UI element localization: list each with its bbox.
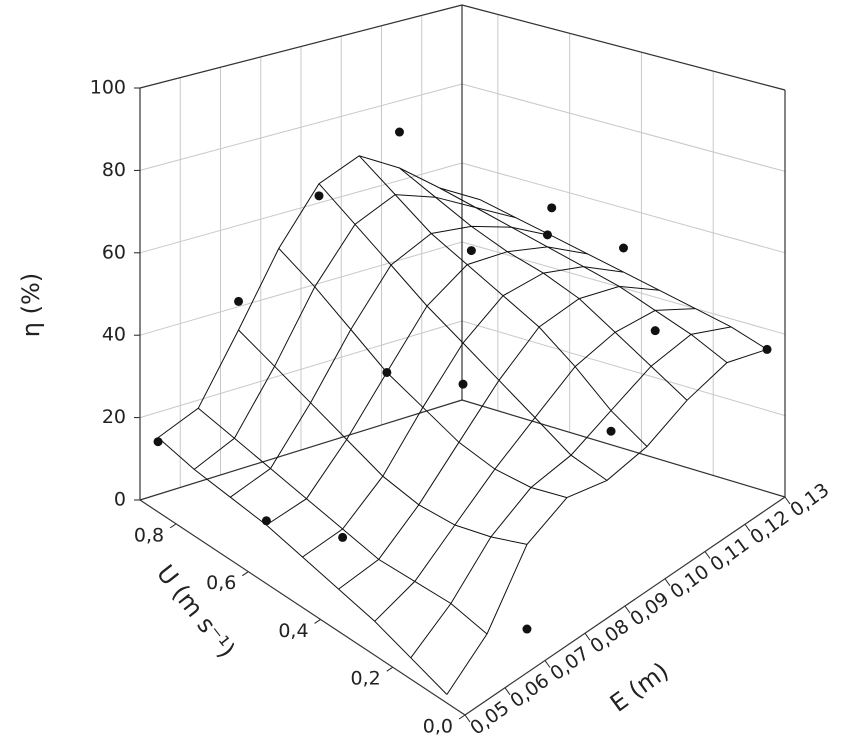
tick-mark <box>624 605 631 614</box>
y-tick-label: 0,6 <box>206 572 236 594</box>
grid-line <box>461 241 786 335</box>
tick-mark <box>744 523 751 532</box>
data-point <box>394 127 404 137</box>
tick-mark <box>314 619 321 624</box>
surface-line <box>238 329 528 545</box>
surface-line <box>439 187 728 363</box>
tick-mark <box>504 687 511 696</box>
grid-line <box>461 320 786 417</box>
z-axis-label: η (%) <box>17 273 45 337</box>
x-axis-label: E (m) <box>605 657 674 718</box>
tick-mark <box>464 714 471 723</box>
axis-edge <box>139 399 463 501</box>
grid-line <box>461 162 786 254</box>
surface-line <box>157 437 448 695</box>
z-tick-label: 40 <box>102 324 126 346</box>
tick-mark <box>784 496 791 505</box>
x-tick-label: 0,07 <box>546 642 593 685</box>
data-point <box>522 624 532 634</box>
data-point <box>762 344 772 354</box>
surface-line <box>197 407 488 635</box>
data-point <box>606 426 616 436</box>
x-tick-label: 0,08 <box>586 615 633 658</box>
x-tick-label: 0,05 <box>466 697 513 740</box>
surface-line <box>318 183 608 481</box>
y-tick-label: 0,4 <box>278 620 308 642</box>
tick-mark <box>584 632 591 641</box>
z-tick-label: 20 <box>102 406 126 428</box>
data-point <box>547 203 557 213</box>
surface-line <box>399 167 688 401</box>
data-point <box>261 516 271 526</box>
z-tick-label: 60 <box>102 241 126 263</box>
x-tick-label: 0,11 <box>706 533 753 576</box>
surface-line <box>266 246 588 526</box>
data-point <box>382 367 392 377</box>
data-point <box>314 191 324 201</box>
tick-mark <box>242 571 249 577</box>
z-tick-label: 80 <box>102 159 126 181</box>
x-tick-label: 0,10 <box>666 561 713 604</box>
surface-line <box>358 155 648 447</box>
data-point <box>458 379 468 389</box>
grid-line <box>461 83 786 172</box>
axis-edge <box>461 399 786 498</box>
tick-mark <box>704 551 711 559</box>
data-point <box>338 532 348 542</box>
surface-line <box>374 308 696 622</box>
surface-line <box>410 326 732 659</box>
axis-edge <box>461 4 786 91</box>
y-tick-label: 0,8 <box>134 524 164 546</box>
data-point <box>234 296 244 306</box>
tick-mark <box>169 523 177 529</box>
y-tick-label: 0,0 <box>423 716 453 738</box>
tick-mark <box>664 578 671 587</box>
data-point <box>153 437 163 447</box>
data-point <box>466 246 476 256</box>
x-tick-label: 0,09 <box>626 588 673 631</box>
x-tick-label: 0,13 <box>786 479 833 522</box>
surface-line <box>479 199 768 350</box>
x-tick-label: 0,12 <box>746 506 793 549</box>
axis-edge <box>464 496 786 716</box>
tick-mark <box>386 666 394 672</box>
z-tick-label: 100 <box>90 77 126 99</box>
z-tick-label: 0 <box>114 489 126 511</box>
data-point <box>619 243 628 253</box>
x-tick-label: 0,06 <box>506 670 553 713</box>
tick-mark <box>458 714 466 720</box>
surface-line <box>278 248 568 499</box>
tick-mark <box>544 660 551 668</box>
axis-edge <box>139 4 463 89</box>
y-tick-label: 0,2 <box>351 668 381 690</box>
axis-edge <box>139 499 466 716</box>
data-point <box>650 326 660 336</box>
data-point <box>542 230 552 240</box>
